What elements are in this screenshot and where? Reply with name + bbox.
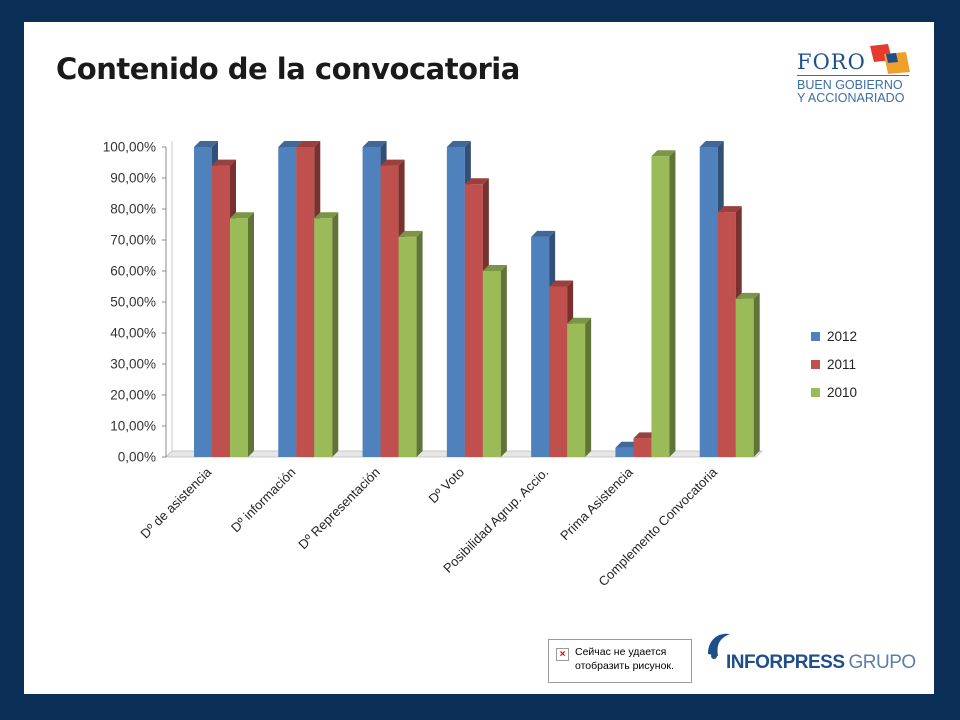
- bar-top-2012: [446, 141, 471, 147]
- bar-top-2011: [549, 280, 574, 287]
- bar-2011: [296, 147, 315, 457]
- bar-side-2010: [500, 265, 507, 457]
- bar-2011: [464, 184, 483, 457]
- y-tick-label: 80,00%: [110, 202, 156, 217]
- y-tick-label: 50,00%: [110, 295, 156, 310]
- bar-top-2012: [362, 141, 387, 147]
- bar-2012: [615, 447, 634, 457]
- bar-2010: [735, 298, 754, 457]
- bar-top-2010: [735, 292, 760, 299]
- inforpress-logo-name: INFORPRESS: [726, 652, 845, 673]
- foro-logo-divider: [797, 75, 909, 76]
- y-tick-label: 40,00%: [110, 326, 156, 341]
- legend-label-2012: 2012: [827, 329, 857, 344]
- foro-logo: FORO BUEN GOBIERNO Y ACCIONARIADO: [794, 42, 914, 112]
- bar-top-2011: [464, 178, 489, 185]
- legend-swatch-2011: [811, 360, 820, 369]
- x-category-label: Prima Asistencia: [557, 464, 636, 543]
- legend-swatch-2012: [811, 332, 820, 341]
- bar-2010: [482, 271, 501, 457]
- inforpress-logo-suffix: GRUPO: [848, 652, 917, 673]
- foro-logo-line2: Y ACCIONARIADO: [797, 91, 905, 105]
- bar-top-2010: [230, 212, 254, 219]
- bar-2011: [549, 286, 568, 457]
- bar-2010: [314, 218, 333, 457]
- broken-image-placeholder: × Сейчас не удается отобразить рисунок.: [548, 639, 692, 683]
- legend-label-2010: 2010: [827, 385, 857, 400]
- foro-logo-line1: BUEN GOBIERNO: [797, 78, 903, 92]
- page-title: Contenido de la convocatoria: [56, 52, 520, 86]
- y-tick-label: 60,00%: [110, 264, 156, 279]
- bar-side-2010: [585, 317, 592, 457]
- bar-top-2012: [278, 141, 303, 147]
- bar-2012: [531, 236, 550, 457]
- broken-image-icon: ×: [556, 648, 569, 661]
- legend-swatch-2010: [811, 388, 820, 397]
- broken-image-message: Сейчас не удается отобразить рисунок.: [575, 646, 674, 672]
- y-tick-label: 30,00%: [110, 357, 156, 372]
- bar-top-2010: [314, 212, 339, 219]
- bar-2011: [633, 438, 652, 457]
- y-tick-label: 90,00%: [110, 171, 156, 186]
- x-category-label: Dº información: [228, 465, 299, 536]
- inforpress-logo-text: INFORPRESS GRUPO: [726, 652, 916, 674]
- bar-2012: [278, 147, 297, 457]
- foro-logo-name: FORO: [797, 50, 866, 74]
- bar-top-2010: [482, 265, 507, 271]
- bar-side-2010: [753, 292, 760, 457]
- slide: Contenido de la convocatoria FORO BUEN G…: [24, 22, 934, 694]
- y-tick-label: 20,00%: [110, 388, 156, 403]
- foro-logo-mark-icon: [870, 44, 910, 74]
- bar-2012: [362, 147, 381, 457]
- bar-top-2010: [398, 230, 423, 237]
- bar-chart: 0,00% 10,00% 20,00% 30,00% 40,00% 50,00% 60,00…: [103, 140, 857, 590]
- bar-top-2011: [717, 206, 742, 213]
- inforpress-logo: INFORPRESS GRUPO: [704, 628, 916, 678]
- bar-top-2010: [651, 150, 676, 157]
- bar-2012: [699, 147, 718, 457]
- bar-top-2010: [567, 317, 592, 324]
- inforpress-logo-mark-icon: [708, 633, 730, 659]
- bar-top-2012: [531, 230, 556, 237]
- bar-top-2012: [194, 141, 218, 147]
- bar-top-2011: [212, 159, 236, 166]
- bar-side-2010: [669, 150, 676, 458]
- bar-top-2012: [699, 141, 724, 147]
- y-tick-label: 0,00%: [118, 450, 156, 465]
- y-tick-label: 70,00%: [110, 233, 156, 248]
- bar-side-2010: [332, 212, 339, 457]
- legend-label-2011: 2011: [827, 357, 856, 372]
- bar-2012: [446, 147, 465, 457]
- y-tick-label: 100,00%: [103, 140, 156, 155]
- bar-2010: [567, 323, 586, 457]
- bar-2010: [651, 156, 670, 458]
- bar-top-2011: [296, 141, 321, 147]
- x-category-label: Dº de asistencia: [137, 464, 214, 541]
- bar-side-2010: [248, 212, 254, 457]
- bar-2010: [230, 218, 248, 457]
- x-category-label: Dº Voto: [426, 465, 468, 507]
- bar-side-2010: [416, 230, 423, 457]
- bar-2010: [398, 236, 417, 457]
- bar-top-2011: [380, 159, 405, 166]
- x-category-label: Dº Representación: [295, 465, 383, 553]
- y-tick-label: 10,00%: [110, 419, 156, 434]
- bar-2011: [380, 165, 399, 457]
- bar-2011: [717, 212, 736, 457]
- bar-2012: [194, 147, 212, 457]
- bar-2011: [212, 165, 230, 457]
